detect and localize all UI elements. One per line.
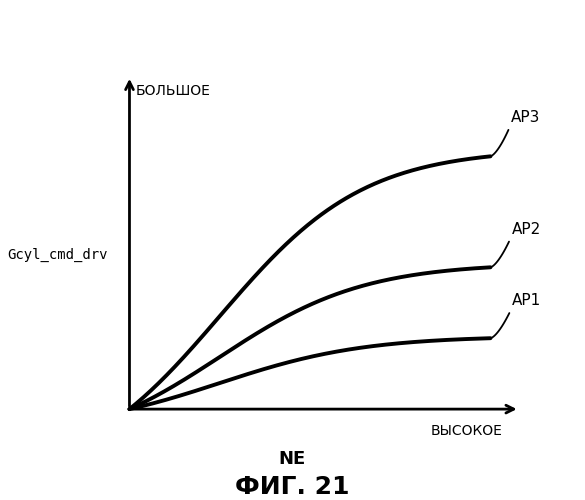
Text: AP3: AP3 xyxy=(511,110,541,125)
Text: ФИГ. 21: ФИГ. 21 xyxy=(235,474,350,498)
Text: AP2: AP2 xyxy=(512,222,541,236)
Text: БОЛЬШОЕ: БОЛЬШОЕ xyxy=(135,84,210,98)
Text: ВЫСОКОЕ: ВЫСОКОЕ xyxy=(430,424,502,438)
Text: AP1: AP1 xyxy=(512,293,542,308)
Text: NE: NE xyxy=(278,450,305,468)
Text: Gcyl_cmd_drv: Gcyl_cmd_drv xyxy=(7,248,108,262)
